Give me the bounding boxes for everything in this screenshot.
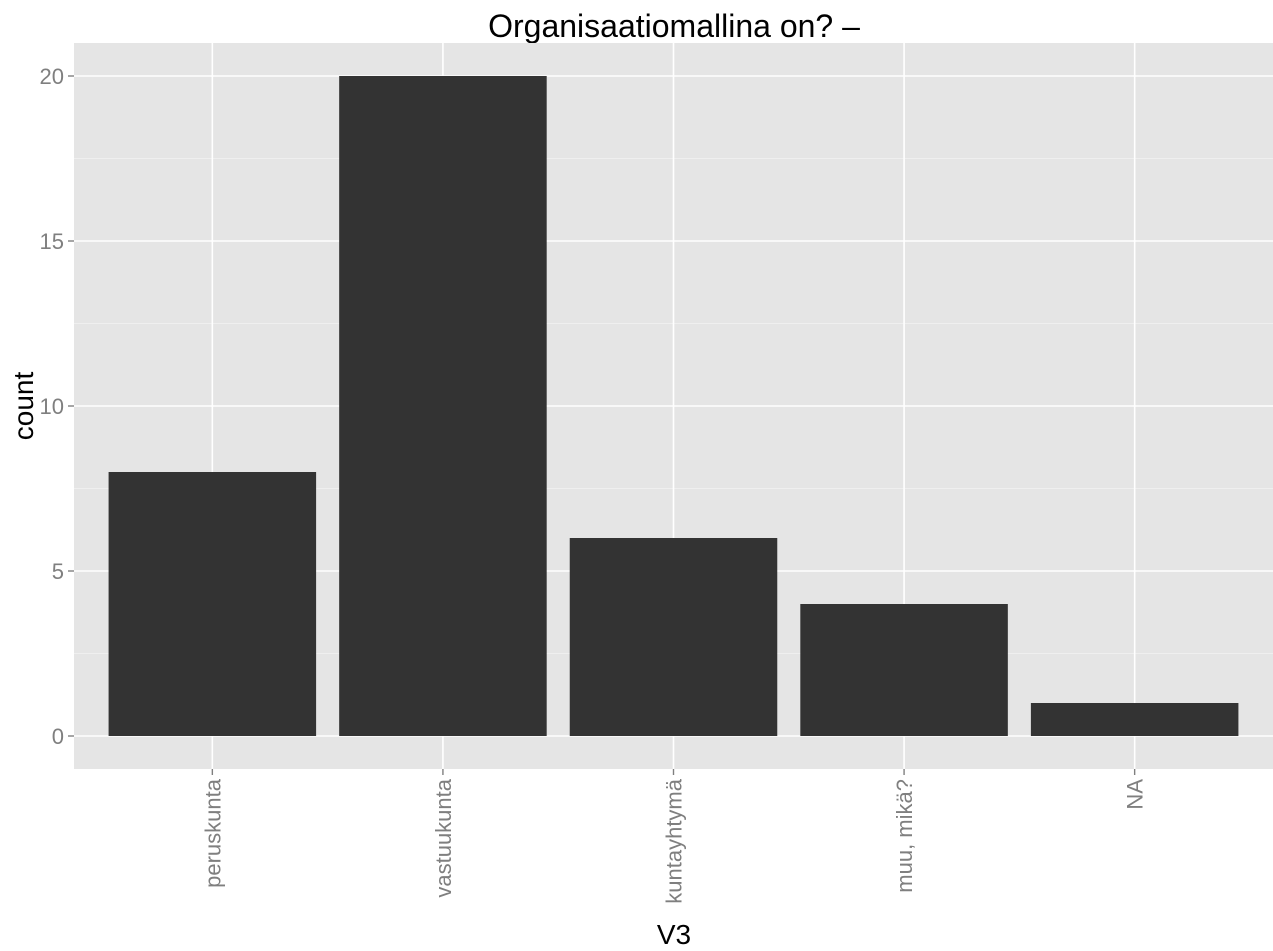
x-axis-title: V3 (657, 919, 691, 950)
y-tick-label: 0 (52, 724, 64, 749)
x-tick-label: kuntayhtymä (662, 778, 687, 903)
bar-4 (1030, 703, 1239, 736)
x-tick-label: NA (1123, 779, 1148, 810)
bars (108, 76, 1239, 736)
bar-3 (800, 604, 1008, 736)
y-axis: 0 5 10 15 20 (40, 64, 74, 749)
y-axis-title: count (8, 372, 39, 441)
x-axis: peruskunta vastuukunta kuntayhtymä muu, mik… (200, 769, 1148, 904)
bar-1 (339, 76, 547, 736)
x-tick-label: peruskunta (200, 778, 225, 888)
bar-2 (569, 538, 778, 736)
bar-0 (108, 472, 317, 736)
y-tick-label: 20 (40, 64, 64, 89)
x-tick-label: vastuukunta (431, 778, 456, 897)
y-tick-label: 15 (40, 229, 64, 254)
chart-title: Organisaatiomallina on? – (488, 8, 860, 44)
y-tick-label: 5 (52, 559, 64, 584)
x-tick-label: muu, mikä? (892, 779, 917, 893)
y-tick-label: 10 (40, 394, 64, 419)
